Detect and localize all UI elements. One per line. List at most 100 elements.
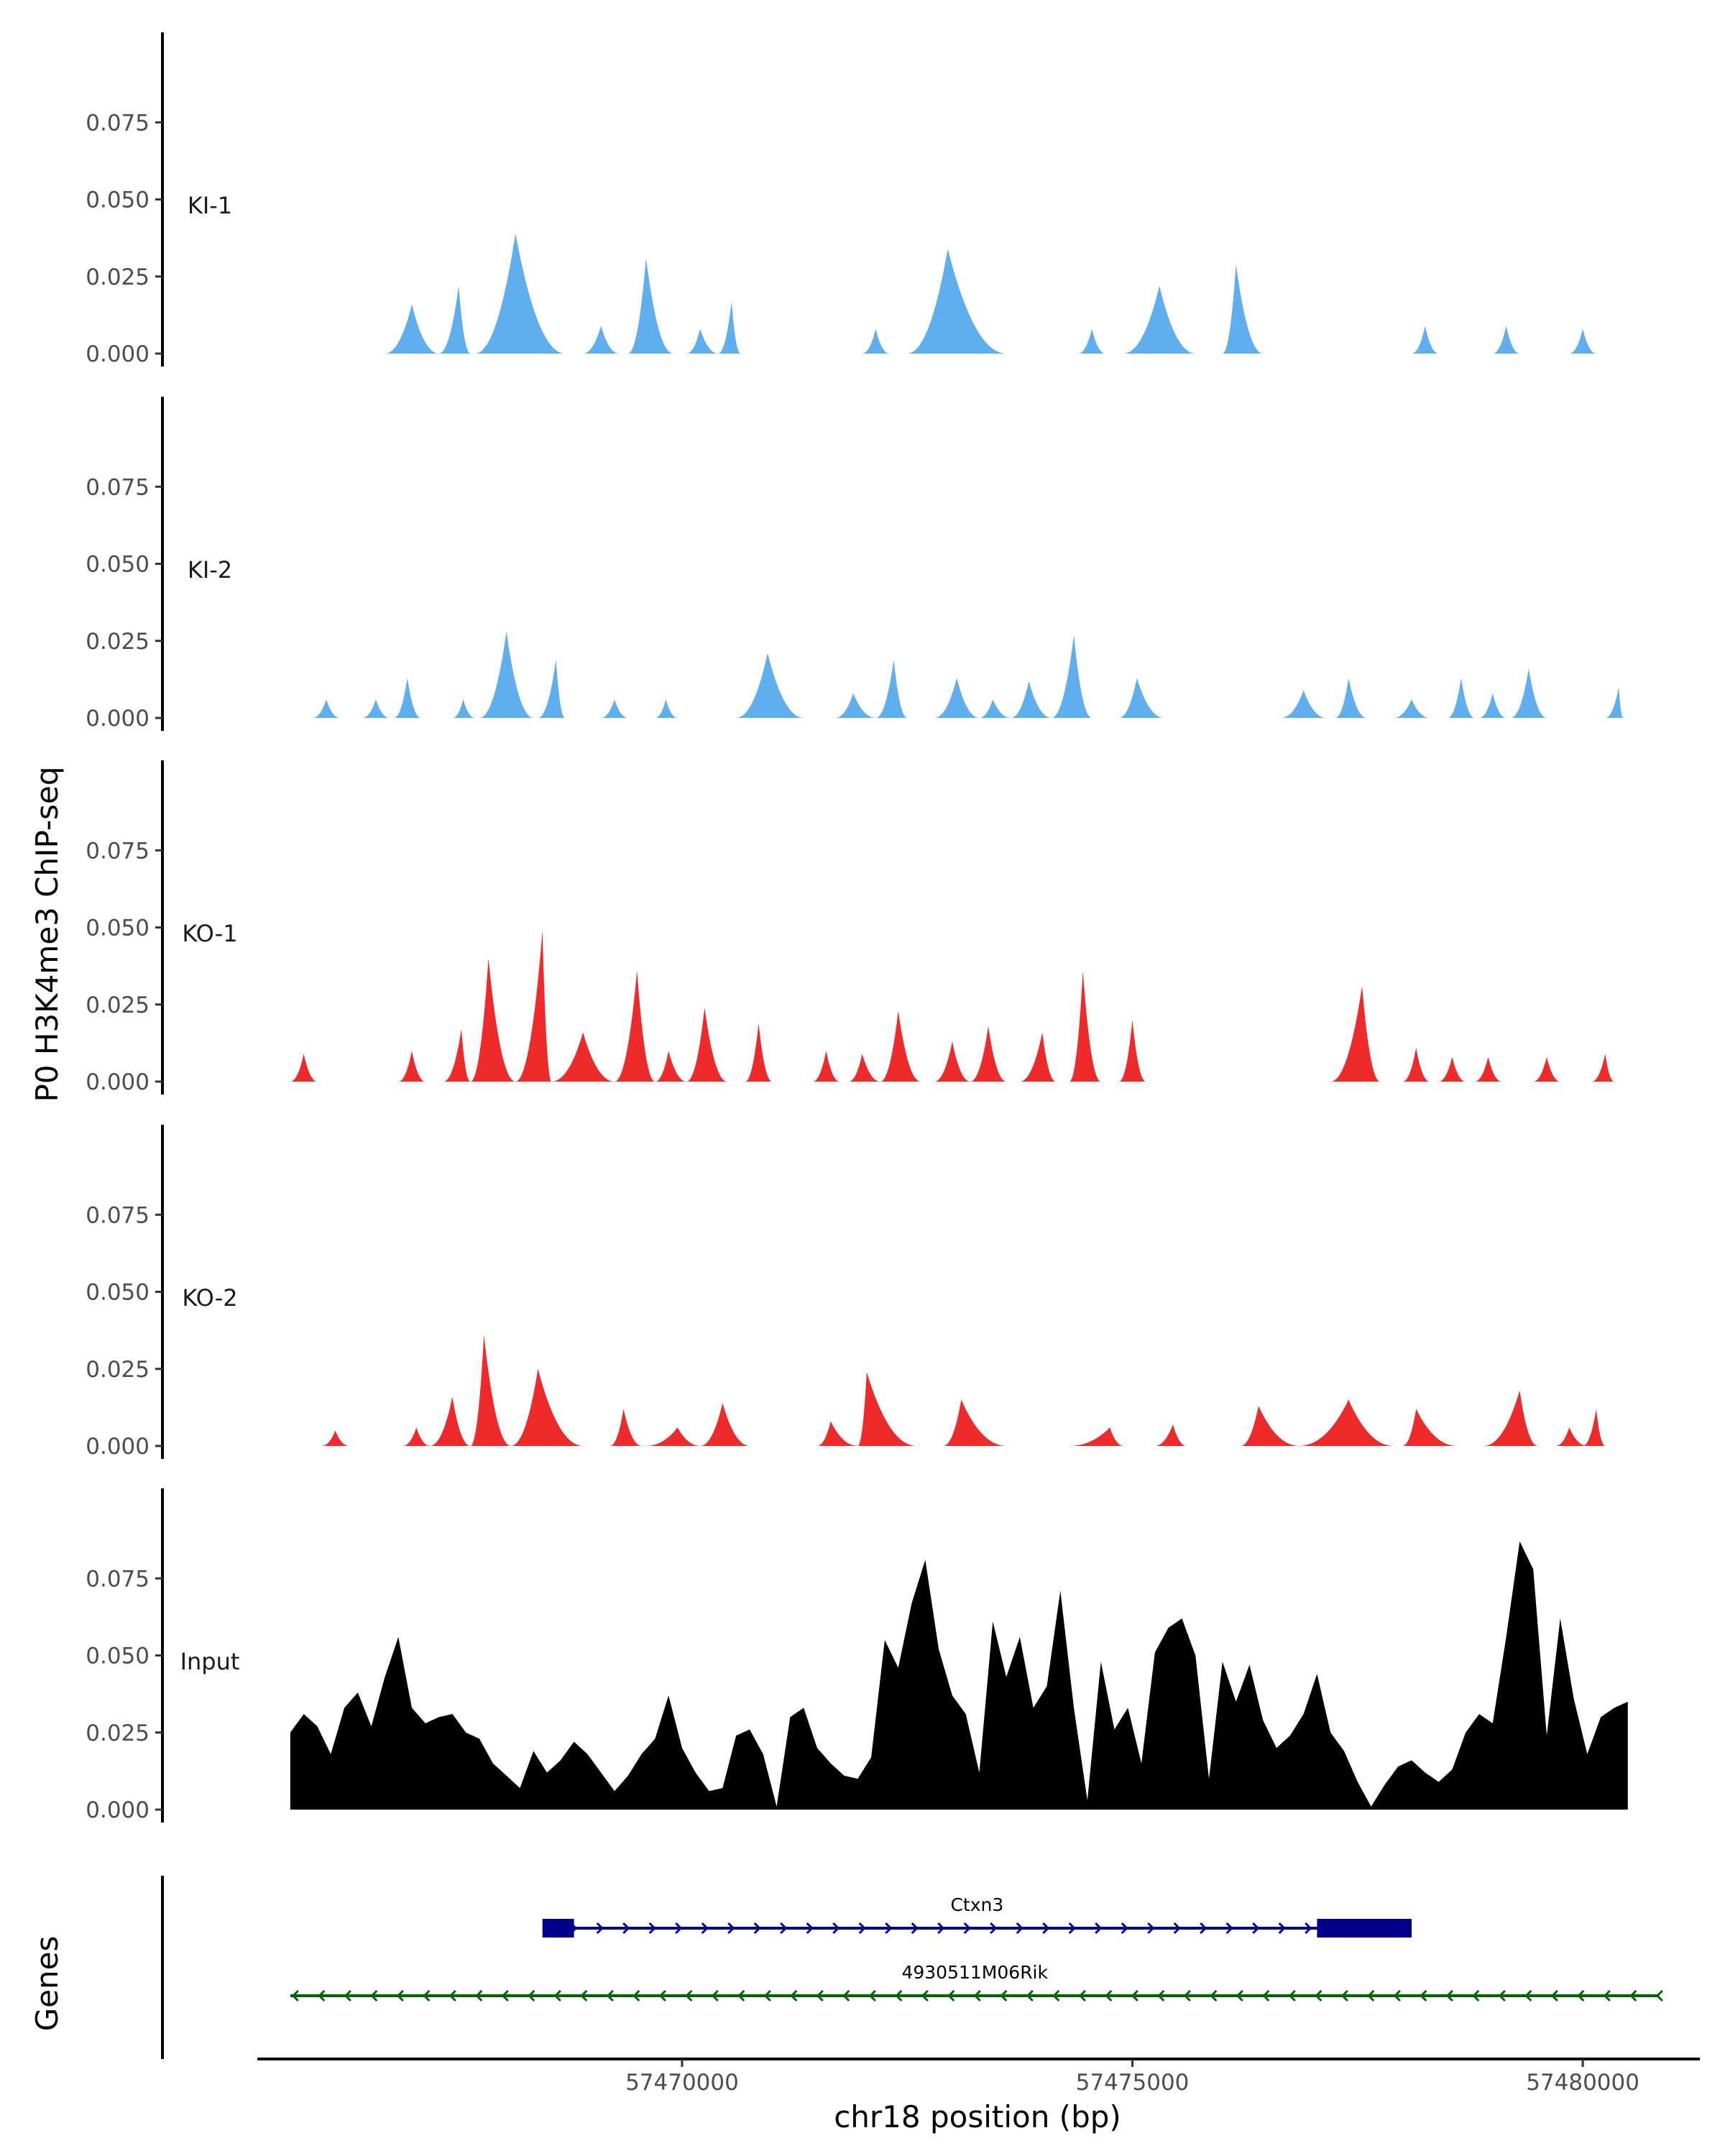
strand-arrow — [1147, 1922, 1155, 1935]
x-tick-label: 57480000 — [1526, 2070, 1639, 2096]
coverage-peak — [862, 328, 890, 354]
strand-arrow — [1183, 1989, 1191, 2002]
coverage-peak — [614, 970, 656, 1082]
coverage-peak — [551, 1032, 615, 1082]
coverage-peak — [848, 1054, 880, 1082]
coverage-peak — [736, 653, 804, 718]
coverage-peak — [979, 699, 1011, 718]
strand-arrow — [1393, 1989, 1401, 2002]
coverage-peak — [1478, 693, 1506, 718]
coverage-peak — [655, 1051, 687, 1082]
strand-arrow — [1655, 1989, 1663, 2002]
y-tick-label: 0.050 — [86, 552, 150, 578]
strand-arrow — [580, 1989, 588, 2002]
coverage-peak — [857, 1372, 916, 1446]
coverage-peak — [1402, 1047, 1430, 1082]
y-tick-label: 0.025 — [86, 629, 150, 655]
coverage-peak — [655, 699, 678, 718]
y-tick-label: 0.050 — [86, 188, 150, 213]
coverage-peak — [1510, 668, 1547, 718]
coverage-peak — [745, 1023, 773, 1082]
strand-arrow — [1305, 1922, 1312, 1935]
coverage-peak — [1393, 699, 1430, 718]
y-tick-label: 0.000 — [86, 706, 150, 732]
strand-arrow — [553, 1989, 561, 2002]
coverage-peak — [1069, 970, 1101, 1082]
strand-arrow — [1016, 1922, 1024, 1935]
coverage-peak — [1591, 1054, 1614, 1082]
strand-arrow — [790, 1989, 798, 2002]
strand-arrow — [1315, 1989, 1322, 2002]
coverage-tracks: 0.0000.0250.0500.075KI-10.0000.0250.0500… — [86, 32, 1628, 1823]
x-tick-label: 57470000 — [625, 2070, 739, 2096]
strand-arrow — [753, 1922, 761, 1935]
coverage-peak — [934, 678, 980, 718]
coverage-peak — [1605, 687, 1624, 718]
coverage-peak — [943, 1399, 1007, 1446]
strand-arrow — [1472, 1989, 1480, 2002]
strand-arrow — [675, 1922, 683, 1935]
x-axis: 57470000 57475000 57480000 — [257, 2058, 1700, 2096]
strand-arrow — [1445, 1989, 1453, 2002]
coverage-peak — [1118, 1020, 1146, 1082]
strand-arrow — [1105, 1989, 1113, 2002]
gene-annotation-track: Ctxn3 4930511M06Rik — [161, 1876, 1663, 2059]
gene-name-label: Ctxn3 — [950, 1894, 1003, 1915]
strand-arrow — [937, 1922, 945, 1935]
coverage-peak — [313, 699, 340, 718]
coverage-peak — [290, 1054, 318, 1082]
strand-arrow — [1498, 1989, 1506, 2002]
coverage-peak — [362, 699, 390, 718]
coverage-peak — [1051, 635, 1092, 718]
gene-name-label: 4930511M06Rik — [901, 1962, 1048, 1983]
strand-arrow — [1577, 1989, 1585, 2002]
coverage-peak — [1569, 328, 1596, 354]
y-tick-label: 0.000 — [86, 1069, 150, 1095]
strand-arrow — [806, 1922, 814, 1935]
strand-arrow — [1262, 1989, 1270, 2002]
coverage-peak — [700, 1402, 750, 1446]
coverage-peak — [385, 304, 439, 354]
strand-arrow — [842, 1989, 850, 2002]
coverage-peak — [601, 699, 628, 718]
strand-arrow — [737, 1989, 745, 2002]
coverage-peak — [1299, 1399, 1394, 1446]
coverage-peak — [443, 1029, 471, 1082]
y-tick-label: 0.075 — [86, 110, 150, 136]
y-tick-label: 0.075 — [86, 474, 150, 500]
y-tick-label: 0.000 — [86, 341, 150, 367]
strand-arrow — [1042, 1922, 1050, 1935]
y-tick-label: 0.000 — [86, 1797, 150, 1823]
coverage-peak — [645, 1427, 701, 1446]
coverage-peak — [1281, 690, 1326, 718]
coverage-peak — [880, 1010, 921, 1082]
coverage-peak — [1484, 1390, 1538, 1446]
coverage-peak — [934, 1041, 970, 1082]
strand-arrow — [1131, 1989, 1138, 2002]
strand-arrow — [396, 1989, 404, 2002]
strand-arrow — [648, 1922, 656, 1935]
strand-arrow — [658, 1989, 666, 2002]
x-axis-title: chr18 position (bp) — [834, 2099, 1121, 2134]
y-tick-label: 0.050 — [86, 1280, 150, 1306]
strand-arrow — [1157, 1989, 1165, 2002]
coverage-peak — [816, 1421, 858, 1446]
track-ko-2: 0.000 0.025 0.050 0.075 KO-2 — [86, 1125, 1606, 1460]
strand-arrow — [291, 1989, 299, 2002]
coverage-peak — [398, 1051, 426, 1082]
y-tick-label: 0.075 — [86, 838, 150, 864]
coverage-peak — [907, 249, 1007, 354]
strand-arrow — [1000, 1989, 1008, 2002]
exon — [542, 1919, 574, 1938]
strand-arrow — [1200, 1922, 1208, 1935]
coverage-peak — [452, 699, 475, 718]
coverage-peak — [393, 678, 421, 718]
strand-arrow — [1288, 1989, 1296, 2002]
track-label: KO-1 — [182, 920, 237, 947]
coverage-peak — [970, 1026, 1007, 1082]
strand-arrow — [622, 1922, 630, 1935]
strand-arrow — [711, 1989, 719, 2002]
strand-arrow — [1603, 1989, 1611, 2002]
strand-arrow — [780, 1922, 788, 1935]
